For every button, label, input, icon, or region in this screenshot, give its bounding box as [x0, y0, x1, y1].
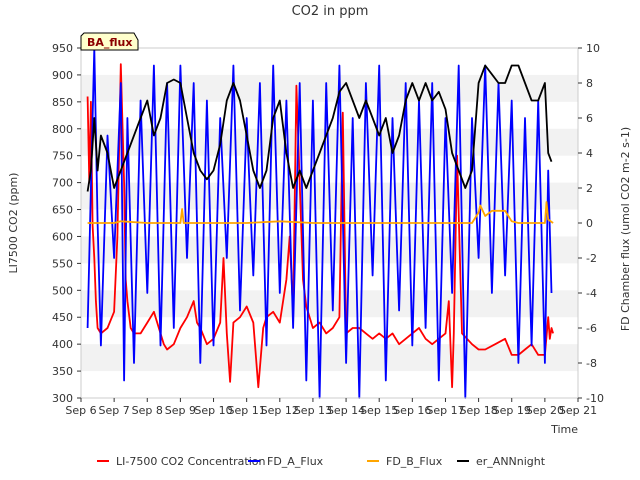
- y2-tick-label: 2: [586, 182, 593, 195]
- x-tick-label: Sep 14: [327, 404, 365, 417]
- legend: LI-7500 CO2 Concentration FD_A_Flux FD_B_F…: [97, 455, 546, 468]
- x-axis-label: Time: [550, 423, 578, 436]
- legend-label: FD_A_Flux: [267, 455, 324, 468]
- chart-title: CO2 in ppm: [292, 4, 369, 19]
- y-tick-label: 700: [52, 177, 73, 190]
- badge-label: BA_flux: [87, 36, 132, 49]
- y-tick-label: 850: [52, 96, 73, 109]
- series-lines: [86, 47, 554, 399]
- y-tick-label: 450: [52, 311, 73, 324]
- y2-tick-label: -4: [586, 287, 597, 300]
- y-tick-label: 400: [52, 338, 73, 351]
- y2-tick-label: -10: [586, 392, 604, 405]
- x-tick-label: Sep 17: [426, 404, 464, 417]
- badge: BA_flux: [80, 32, 139, 51]
- y2-tick-label: 8: [586, 77, 593, 90]
- x-tick-label: Sep 16: [393, 404, 431, 417]
- x-tick-label: Sep 19: [493, 404, 531, 417]
- y-tick-label: 500: [52, 284, 73, 297]
- series-line-4: [86, 64, 553, 192]
- y2-tick-label: 4: [586, 147, 593, 160]
- grid-band: [81, 128, 578, 156]
- y2-tick-label: 10: [586, 42, 600, 55]
- badge-box: [80, 32, 139, 51]
- x-tick-label: Sep 13: [294, 404, 332, 417]
- y2-tick-label: -8: [586, 357, 597, 370]
- y2-axis-label: FD Chamber flux (umol CO2 m-2 s-1): [619, 127, 632, 331]
- y2-axis-ticks: -10 -8 -6 -4 -2 0 2 4 6 8 10: [578, 42, 604, 405]
- legend-label: er_ANNnight: [476, 455, 546, 468]
- x-tick-label: Sep 20: [526, 404, 564, 417]
- y-axis-ticks: 300 350 400 450 500 550 600 650 700 750 800 850 900 9…: [52, 42, 81, 405]
- x-tick-label: Sep 10: [194, 404, 232, 417]
- grid-band: [81, 290, 578, 318]
- x-tick-label: Sep 15: [360, 404, 398, 417]
- series-line-2: [86, 47, 553, 399]
- series-line-3: [87, 201, 554, 224]
- y-tick-label: 300: [52, 392, 73, 405]
- y-tick-label: 350: [52, 365, 73, 378]
- x-tick-label: Sep 9: [165, 404, 196, 417]
- y-tick-label: 900: [52, 69, 73, 82]
- y-tick-label: 750: [52, 150, 73, 163]
- y-tick-label: 600: [52, 230, 73, 243]
- y-tick-label: 550: [52, 257, 73, 270]
- y2-tick-label: -6: [586, 322, 597, 335]
- y-tick-label: 650: [52, 204, 73, 217]
- y2-tick-label: -2: [586, 252, 597, 265]
- y2-tick-label: 6: [586, 112, 593, 125]
- y-tick-label: 950: [52, 42, 73, 55]
- legend-label: LI-7500 CO2 Concentration: [116, 455, 266, 468]
- y-axis-label: LI7500 CO2 (ppm): [7, 173, 20, 274]
- x-tick-label: Sep 21: [559, 404, 597, 417]
- x-tick-label: Sep 6: [65, 404, 96, 417]
- y2-tick-label: 0: [586, 217, 593, 230]
- x-tick-label: Sep 11: [228, 404, 266, 417]
- legend-label: FD_B_Flux: [386, 455, 443, 468]
- x-tick-label: Sep 8: [132, 404, 163, 417]
- x-tick-label: Sep 18: [459, 404, 497, 417]
- grid-band: [81, 344, 578, 372]
- x-tick-label: Sep 12: [261, 404, 299, 417]
- x-tick-label: Sep 7: [99, 404, 130, 417]
- y-tick-label: 800: [52, 123, 73, 136]
